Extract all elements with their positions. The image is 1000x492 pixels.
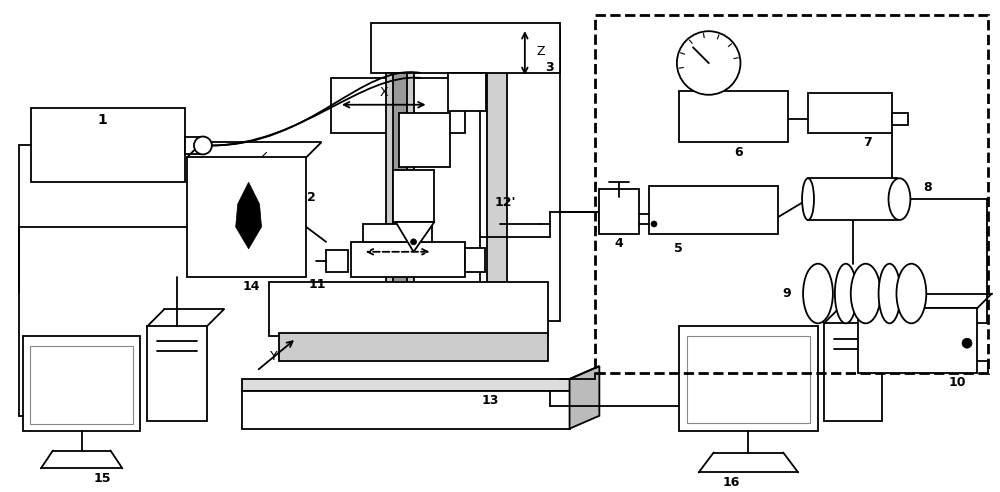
Bar	[595, 15, 988, 373]
Text: 6: 6	[734, 146, 743, 159]
Ellipse shape	[835, 264, 857, 323]
Bar	[31, 108, 185, 182]
Bar	[147, 326, 207, 421]
Bar	[331, 78, 465, 132]
Text: 15: 15	[94, 472, 111, 485]
Text: 14: 14	[243, 280, 260, 293]
Text: 2: 2	[307, 190, 316, 204]
Text: 1: 1	[98, 113, 107, 126]
Bar	[808, 178, 897, 220]
Text: 8: 8	[923, 181, 932, 194]
Bar	[393, 170, 434, 222]
Polygon shape	[570, 366, 599, 379]
Bar	[326, 250, 348, 272]
Bar	[687, 336, 810, 423]
Text: 4: 4	[615, 237, 624, 250]
Polygon shape	[242, 391, 570, 429]
Circle shape	[677, 31, 740, 95]
Bar	[393, 73, 407, 311]
Bar	[599, 189, 639, 234]
Text: 7: 7	[863, 136, 872, 149]
Text: Z: Z	[537, 45, 545, 58]
Bar	[824, 323, 882, 421]
Ellipse shape	[802, 178, 814, 220]
Text: 16: 16	[723, 476, 740, 489]
Bar	[23, 336, 140, 430]
Bar	[399, 113, 450, 167]
Polygon shape	[242, 379, 570, 391]
Bar	[487, 28, 507, 321]
Bar	[679, 326, 818, 430]
Text: 11: 11	[308, 278, 326, 291]
Bar	[448, 73, 486, 111]
Bar	[269, 281, 548, 336]
Bar	[30, 346, 133, 424]
Ellipse shape	[896, 264, 926, 323]
Circle shape	[194, 136, 212, 154]
Circle shape	[651, 221, 657, 227]
Text: 3: 3	[545, 62, 554, 74]
Text: 12': 12'	[495, 196, 517, 209]
Text: Y: Y	[270, 350, 277, 363]
Text: 5: 5	[674, 243, 683, 255]
Bar	[808, 93, 892, 132]
Bar	[858, 308, 977, 373]
Bar	[363, 224, 432, 242]
Bar	[465, 248, 485, 272]
Text: 10: 10	[948, 376, 966, 390]
Bar	[371, 23, 560, 73]
Bar	[185, 136, 203, 154]
Bar	[480, 28, 560, 321]
Bar	[892, 113, 908, 124]
Bar	[187, 157, 306, 277]
Bar	[386, 73, 414, 311]
Ellipse shape	[851, 264, 881, 323]
Ellipse shape	[879, 264, 900, 323]
Text: 13: 13	[481, 395, 499, 407]
Bar	[679, 91, 788, 143]
Ellipse shape	[803, 264, 833, 323]
Bar	[351, 242, 465, 277]
Circle shape	[411, 239, 417, 245]
Ellipse shape	[889, 178, 910, 220]
Circle shape	[962, 338, 972, 348]
Text: X: X	[379, 86, 388, 99]
Polygon shape	[396, 222, 434, 252]
Bar	[279, 333, 548, 361]
Polygon shape	[570, 366, 599, 429]
Polygon shape	[236, 182, 262, 249]
Text: 9: 9	[783, 287, 791, 300]
Bar	[649, 186, 778, 234]
